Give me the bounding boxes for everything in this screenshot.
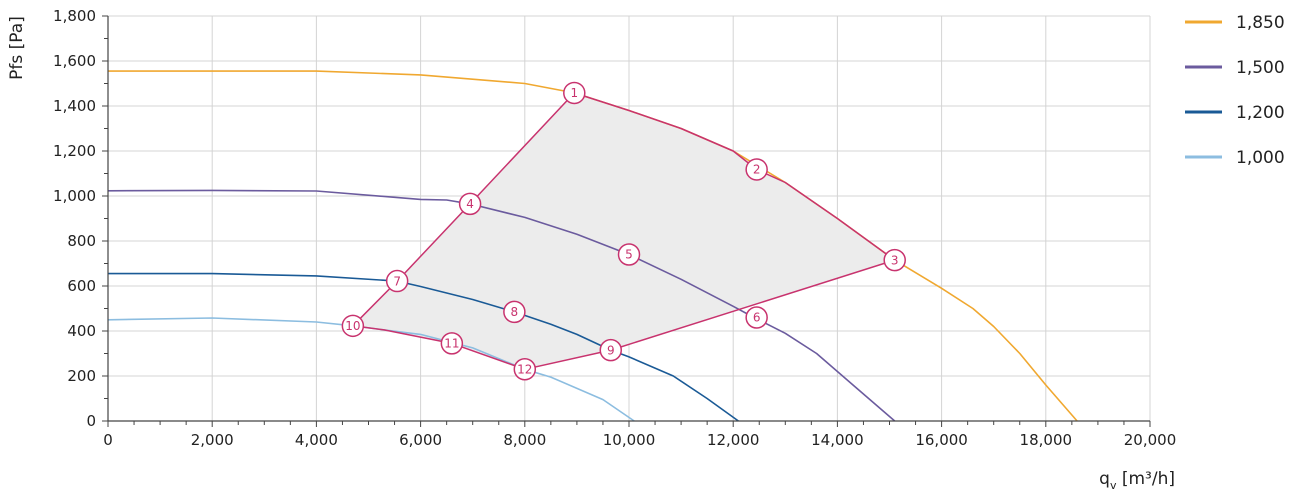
legend-label: 1,200 <box>1236 103 1285 123</box>
series-line-1 <box>107 189 896 422</box>
x-tick-label: 20,000 <box>1124 431 1177 449</box>
x-axis-label-main: q <box>1099 469 1110 489</box>
y-tick-label: 1,000 <box>53 187 96 205</box>
operating-point-label: 11 <box>444 337 459 351</box>
y-tick-label: 0 <box>86 412 96 430</box>
operating-point-label: 5 <box>625 248 633 262</box>
legend-label: 1,000 <box>1236 148 1285 168</box>
y-tick-label: 1,600 <box>53 52 96 70</box>
series-line-2 <box>108 272 739 422</box>
x-tick-label: 8,000 <box>503 431 546 449</box>
operating-point-marker <box>341 314 365 338</box>
y-tick-label: 1,800 <box>53 7 96 25</box>
x-tick-label: 16,000 <box>915 431 968 449</box>
x-tick-label: 2,000 <box>191 431 234 449</box>
operating-point-label: 10 <box>345 319 360 333</box>
x-tick-label: 4,000 <box>295 431 338 449</box>
operating-region-fill <box>352 92 895 370</box>
operating-point-label: 12 <box>517 362 532 376</box>
operating-point-marker <box>385 269 409 293</box>
axes <box>102 15 1151 427</box>
operating-region <box>352 92 895 370</box>
x-tick-label: 14,000 <box>811 431 864 449</box>
operating-point-marker <box>745 306 768 329</box>
y-axis-label: Pfs [Pa] <box>7 16 27 80</box>
operating-point-marker <box>883 248 906 272</box>
operating-point-marker <box>440 332 464 355</box>
operating-point-label: 3 <box>891 253 899 267</box>
series-line-3 <box>107 317 635 422</box>
operating-point-label: 6 <box>753 311 761 325</box>
operating-point-marker <box>599 338 623 362</box>
operating-point-label: 1 <box>570 86 578 100</box>
operating-point-marker <box>617 243 641 266</box>
operating-point-marker <box>563 81 586 105</box>
legend-label: 1,850 <box>1236 13 1285 33</box>
y-tick-label: 800 <box>67 232 96 250</box>
legend-label: 1,500 <box>1236 58 1285 78</box>
y-tick-label: 200 <box>67 367 96 385</box>
y-tick-labels: 0 200 400 600 800 1,000 1,200 1,400 1,600 1,800 <box>53 7 96 430</box>
x-tick-labels: 0 2,000 4,000 6,000 8,000 10,000 12,000 14,000 1… <box>103 431 1176 449</box>
y-tick-label: 1,400 <box>53 97 96 115</box>
operating-point-marker <box>458 192 482 216</box>
operating-point-label: 9 <box>607 343 615 357</box>
operating-point-marker <box>503 300 526 324</box>
x-axis-label: qv [m³/h] <box>1099 469 1175 492</box>
operating-boundary-line <box>352 92 896 371</box>
y-tick-label: 1,200 <box>53 142 96 160</box>
x-tick-label: 6,000 <box>399 431 442 449</box>
operating-point-label: 4 <box>466 197 474 211</box>
operating-point-marker <box>745 158 768 181</box>
x-tick-label: 12,000 <box>707 431 760 449</box>
y-tick-label: 400 <box>67 322 96 340</box>
x-axis-label-unit: [m³/h] <box>1116 469 1175 489</box>
legend: 1,850 1,500 1,200 1,000 <box>1185 13 1285 168</box>
y-tick-label: 600 <box>67 277 96 295</box>
operating-point-marker <box>513 358 537 381</box>
x-tick-label: 18,000 <box>1020 431 1073 449</box>
x-tick-label: 0 <box>103 431 113 449</box>
operating-point-label: 8 <box>511 305 519 319</box>
operating-point-label: 2 <box>753 163 761 177</box>
operating-point-label: 7 <box>393 274 401 288</box>
operating-boundary <box>352 92 896 371</box>
x-tick-label: 10,000 <box>603 431 656 449</box>
x-axis-label-sub: v <box>1110 479 1117 492</box>
